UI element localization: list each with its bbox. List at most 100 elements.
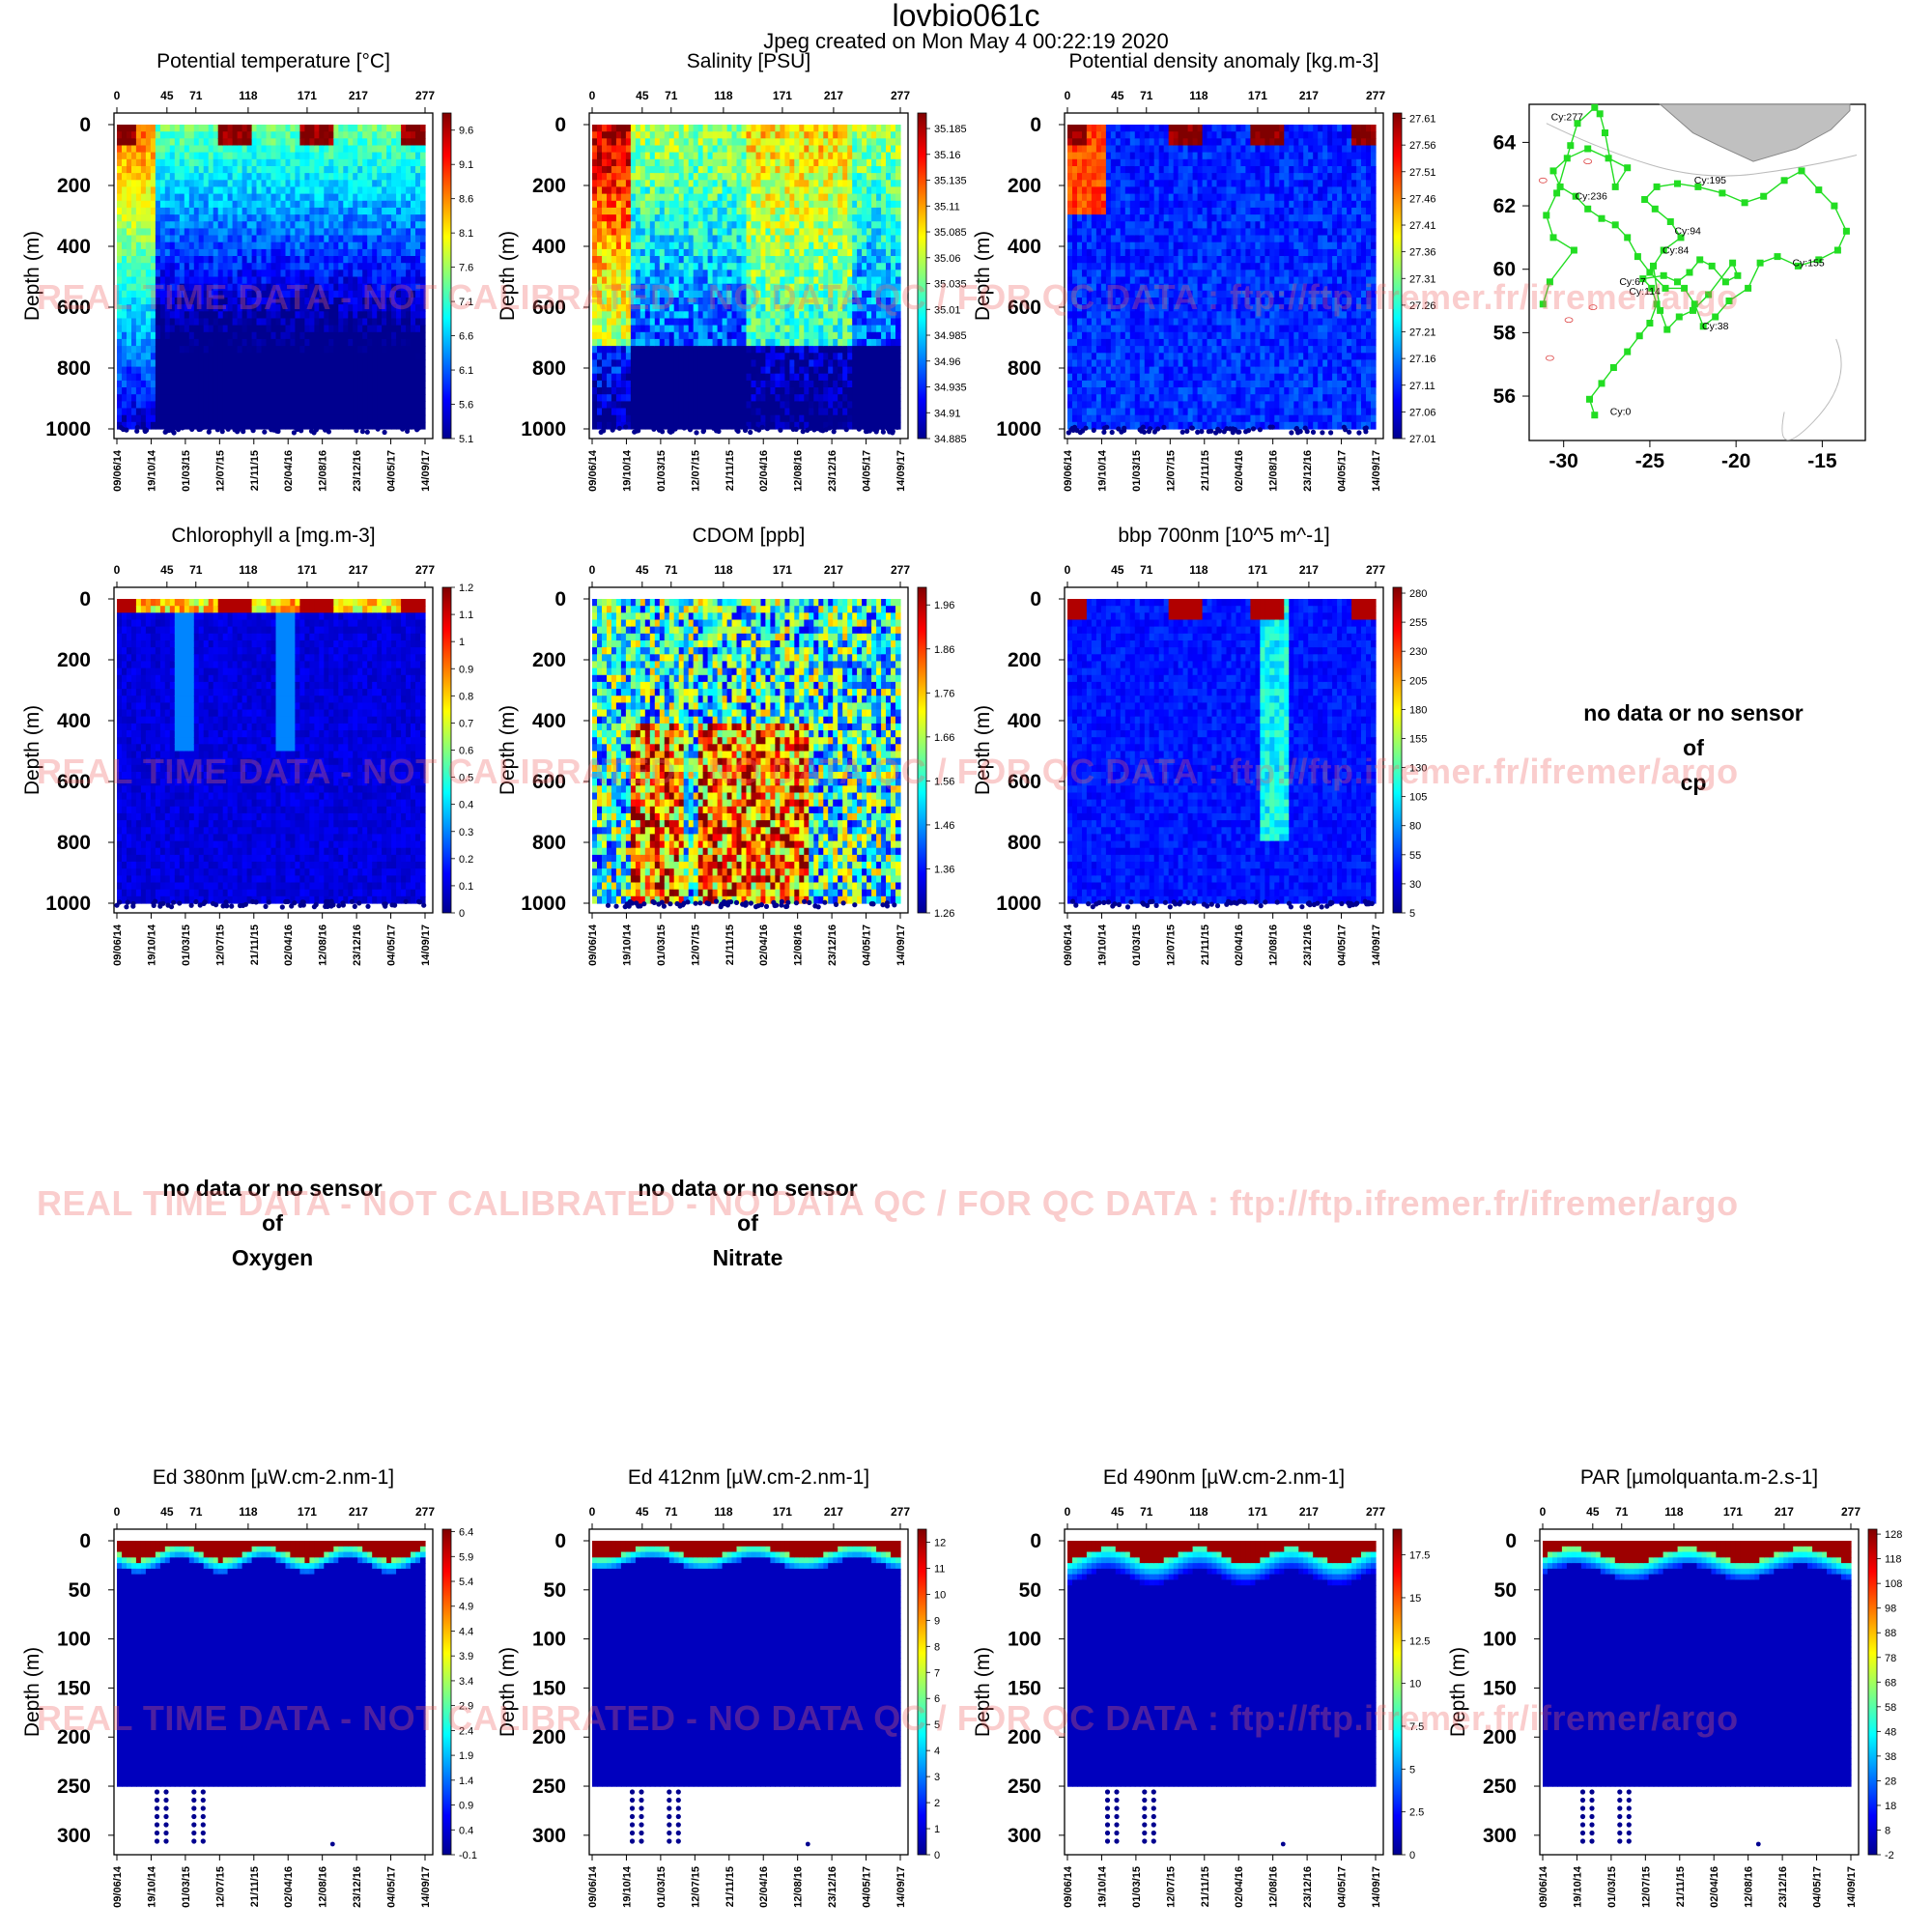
temp-cell	[333, 387, 339, 395]
sal-cell	[592, 374, 598, 382]
sal-cell	[611, 138, 617, 146]
sal-cell	[640, 374, 646, 382]
temp-cell	[299, 166, 305, 174]
temp-cell	[117, 180, 123, 187]
temp-cell	[213, 208, 219, 215]
temp-cell	[276, 332, 282, 340]
temp-cell	[267, 138, 272, 146]
sal-cell	[611, 381, 617, 388]
temp-cell	[218, 221, 224, 229]
temp-cell	[271, 353, 277, 360]
sal-cell	[698, 131, 704, 139]
temp-cell	[141, 332, 147, 340]
temp-cell	[156, 326, 161, 333]
sal-cell	[636, 367, 641, 375]
temp-bottom-point	[321, 425, 326, 430]
temp-cell	[165, 409, 171, 416]
temp-cell	[415, 159, 421, 167]
sal-cell	[684, 186, 690, 194]
temp-cell	[391, 284, 397, 292]
sal-cell	[660, 208, 666, 215]
temp-cell	[160, 214, 166, 222]
sal-cell	[703, 277, 709, 285]
temp-cell	[228, 186, 234, 194]
temp-cell	[391, 249, 397, 257]
sal-cell	[689, 409, 695, 416]
temp-cell	[141, 409, 147, 416]
temp-cell	[362, 332, 368, 340]
sal-cell	[597, 326, 603, 333]
temp-cell	[328, 311, 334, 319]
sal-cell	[684, 270, 690, 277]
sal-cell	[665, 166, 670, 174]
temp-cell	[386, 221, 392, 229]
temp-cell	[238, 236, 243, 243]
temp-cell	[223, 277, 229, 285]
temp-cell	[165, 201, 171, 209]
temp-cell	[309, 153, 315, 160]
temp-cell	[175, 374, 181, 382]
temp-cell	[238, 359, 243, 367]
temp-cell	[333, 332, 339, 340]
temp-cell	[247, 256, 253, 264]
sal-cell	[703, 284, 709, 292]
sal-cell	[626, 201, 632, 209]
temp-cell	[276, 186, 282, 194]
temp-cell	[170, 326, 176, 333]
temp-cell	[299, 242, 305, 250]
sal-cell	[669, 353, 675, 360]
temp-cell	[233, 208, 239, 215]
sal-cell	[694, 236, 699, 243]
temp-cell	[175, 208, 181, 215]
temp-cell	[420, 138, 426, 146]
sal-cell	[636, 242, 641, 250]
temp-cell	[396, 186, 402, 194]
temp-cell	[136, 401, 142, 409]
temp-cell	[386, 208, 392, 215]
sal-cell	[597, 194, 603, 202]
temp-y-label: 200	[57, 175, 91, 197]
sal-cell	[684, 326, 690, 333]
temp-cell	[372, 242, 378, 250]
temp-cell	[406, 270, 412, 277]
sal-cell	[631, 291, 637, 298]
temp-cell	[353, 138, 358, 146]
temp-cell	[271, 256, 277, 264]
sal-cell	[689, 131, 695, 139]
sal-cell	[607, 146, 612, 154]
temp-cell	[348, 186, 354, 194]
sal-cell	[713, 249, 719, 257]
temp-cell	[127, 270, 132, 277]
sal-cell	[597, 208, 603, 215]
sal-cell	[718, 326, 724, 333]
temp-cell	[262, 374, 268, 382]
temp-cell	[247, 208, 253, 215]
sal-cell	[631, 228, 637, 236]
temp-cell	[299, 159, 305, 167]
temp-cell	[117, 214, 123, 222]
temp-cell	[218, 256, 224, 264]
sal-cell	[640, 263, 646, 270]
temp-cell	[262, 146, 268, 154]
temp-cell	[242, 387, 248, 395]
temp-cell	[420, 159, 426, 167]
temp-cell	[131, 394, 137, 402]
sal-cell	[684, 228, 690, 236]
temp-cell	[290, 159, 296, 167]
sal-cell	[694, 359, 699, 367]
temp-cell	[362, 367, 368, 375]
temp-cell	[242, 173, 248, 181]
temp-cell	[362, 208, 368, 215]
temp-cell	[165, 319, 171, 327]
temp-cell	[213, 326, 219, 333]
temp-cell	[175, 291, 181, 298]
temp-cell	[165, 208, 171, 215]
temp-cell	[247, 415, 253, 423]
temp-cell	[189, 409, 195, 416]
temp-cell	[160, 242, 166, 250]
temp-cell	[228, 166, 234, 174]
temp-cell	[141, 359, 147, 367]
sal-cell	[592, 208, 598, 215]
sal-cell	[631, 146, 637, 154]
temp-cell	[180, 270, 185, 277]
